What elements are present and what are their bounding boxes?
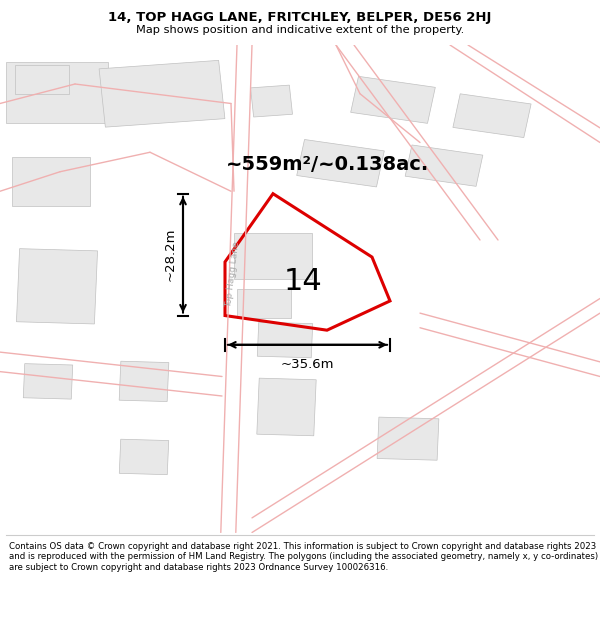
Text: 14: 14 xyxy=(284,267,322,296)
Polygon shape xyxy=(23,364,73,399)
Text: ~559m²/~0.138ac.: ~559m²/~0.138ac. xyxy=(226,155,428,174)
Polygon shape xyxy=(251,85,292,117)
Polygon shape xyxy=(119,439,169,474)
Polygon shape xyxy=(350,76,436,123)
Bar xyxy=(6,62,108,123)
Polygon shape xyxy=(99,61,225,127)
Bar xyxy=(237,289,291,318)
Text: ~35.6m: ~35.6m xyxy=(281,359,334,371)
Bar xyxy=(12,157,90,206)
Polygon shape xyxy=(16,249,98,324)
Text: Top Hagg Lane: Top Hagg Lane xyxy=(224,241,241,308)
Polygon shape xyxy=(297,139,384,187)
Text: Map shows position and indicative extent of the property.: Map shows position and indicative extent… xyxy=(136,25,464,35)
Bar xyxy=(234,232,312,279)
Text: Contains OS data © Crown copyright and database right 2021. This information is : Contains OS data © Crown copyright and d… xyxy=(9,542,598,571)
Text: 14, TOP HAGG LANE, FRITCHLEY, BELPER, DE56 2HJ: 14, TOP HAGG LANE, FRITCHLEY, BELPER, DE… xyxy=(109,11,491,24)
Polygon shape xyxy=(405,145,483,186)
Polygon shape xyxy=(377,417,439,460)
Polygon shape xyxy=(257,322,313,357)
Text: ~28.2m: ~28.2m xyxy=(163,228,176,281)
Polygon shape xyxy=(453,94,531,138)
Polygon shape xyxy=(257,378,316,436)
Polygon shape xyxy=(119,361,169,401)
Bar xyxy=(15,64,69,94)
